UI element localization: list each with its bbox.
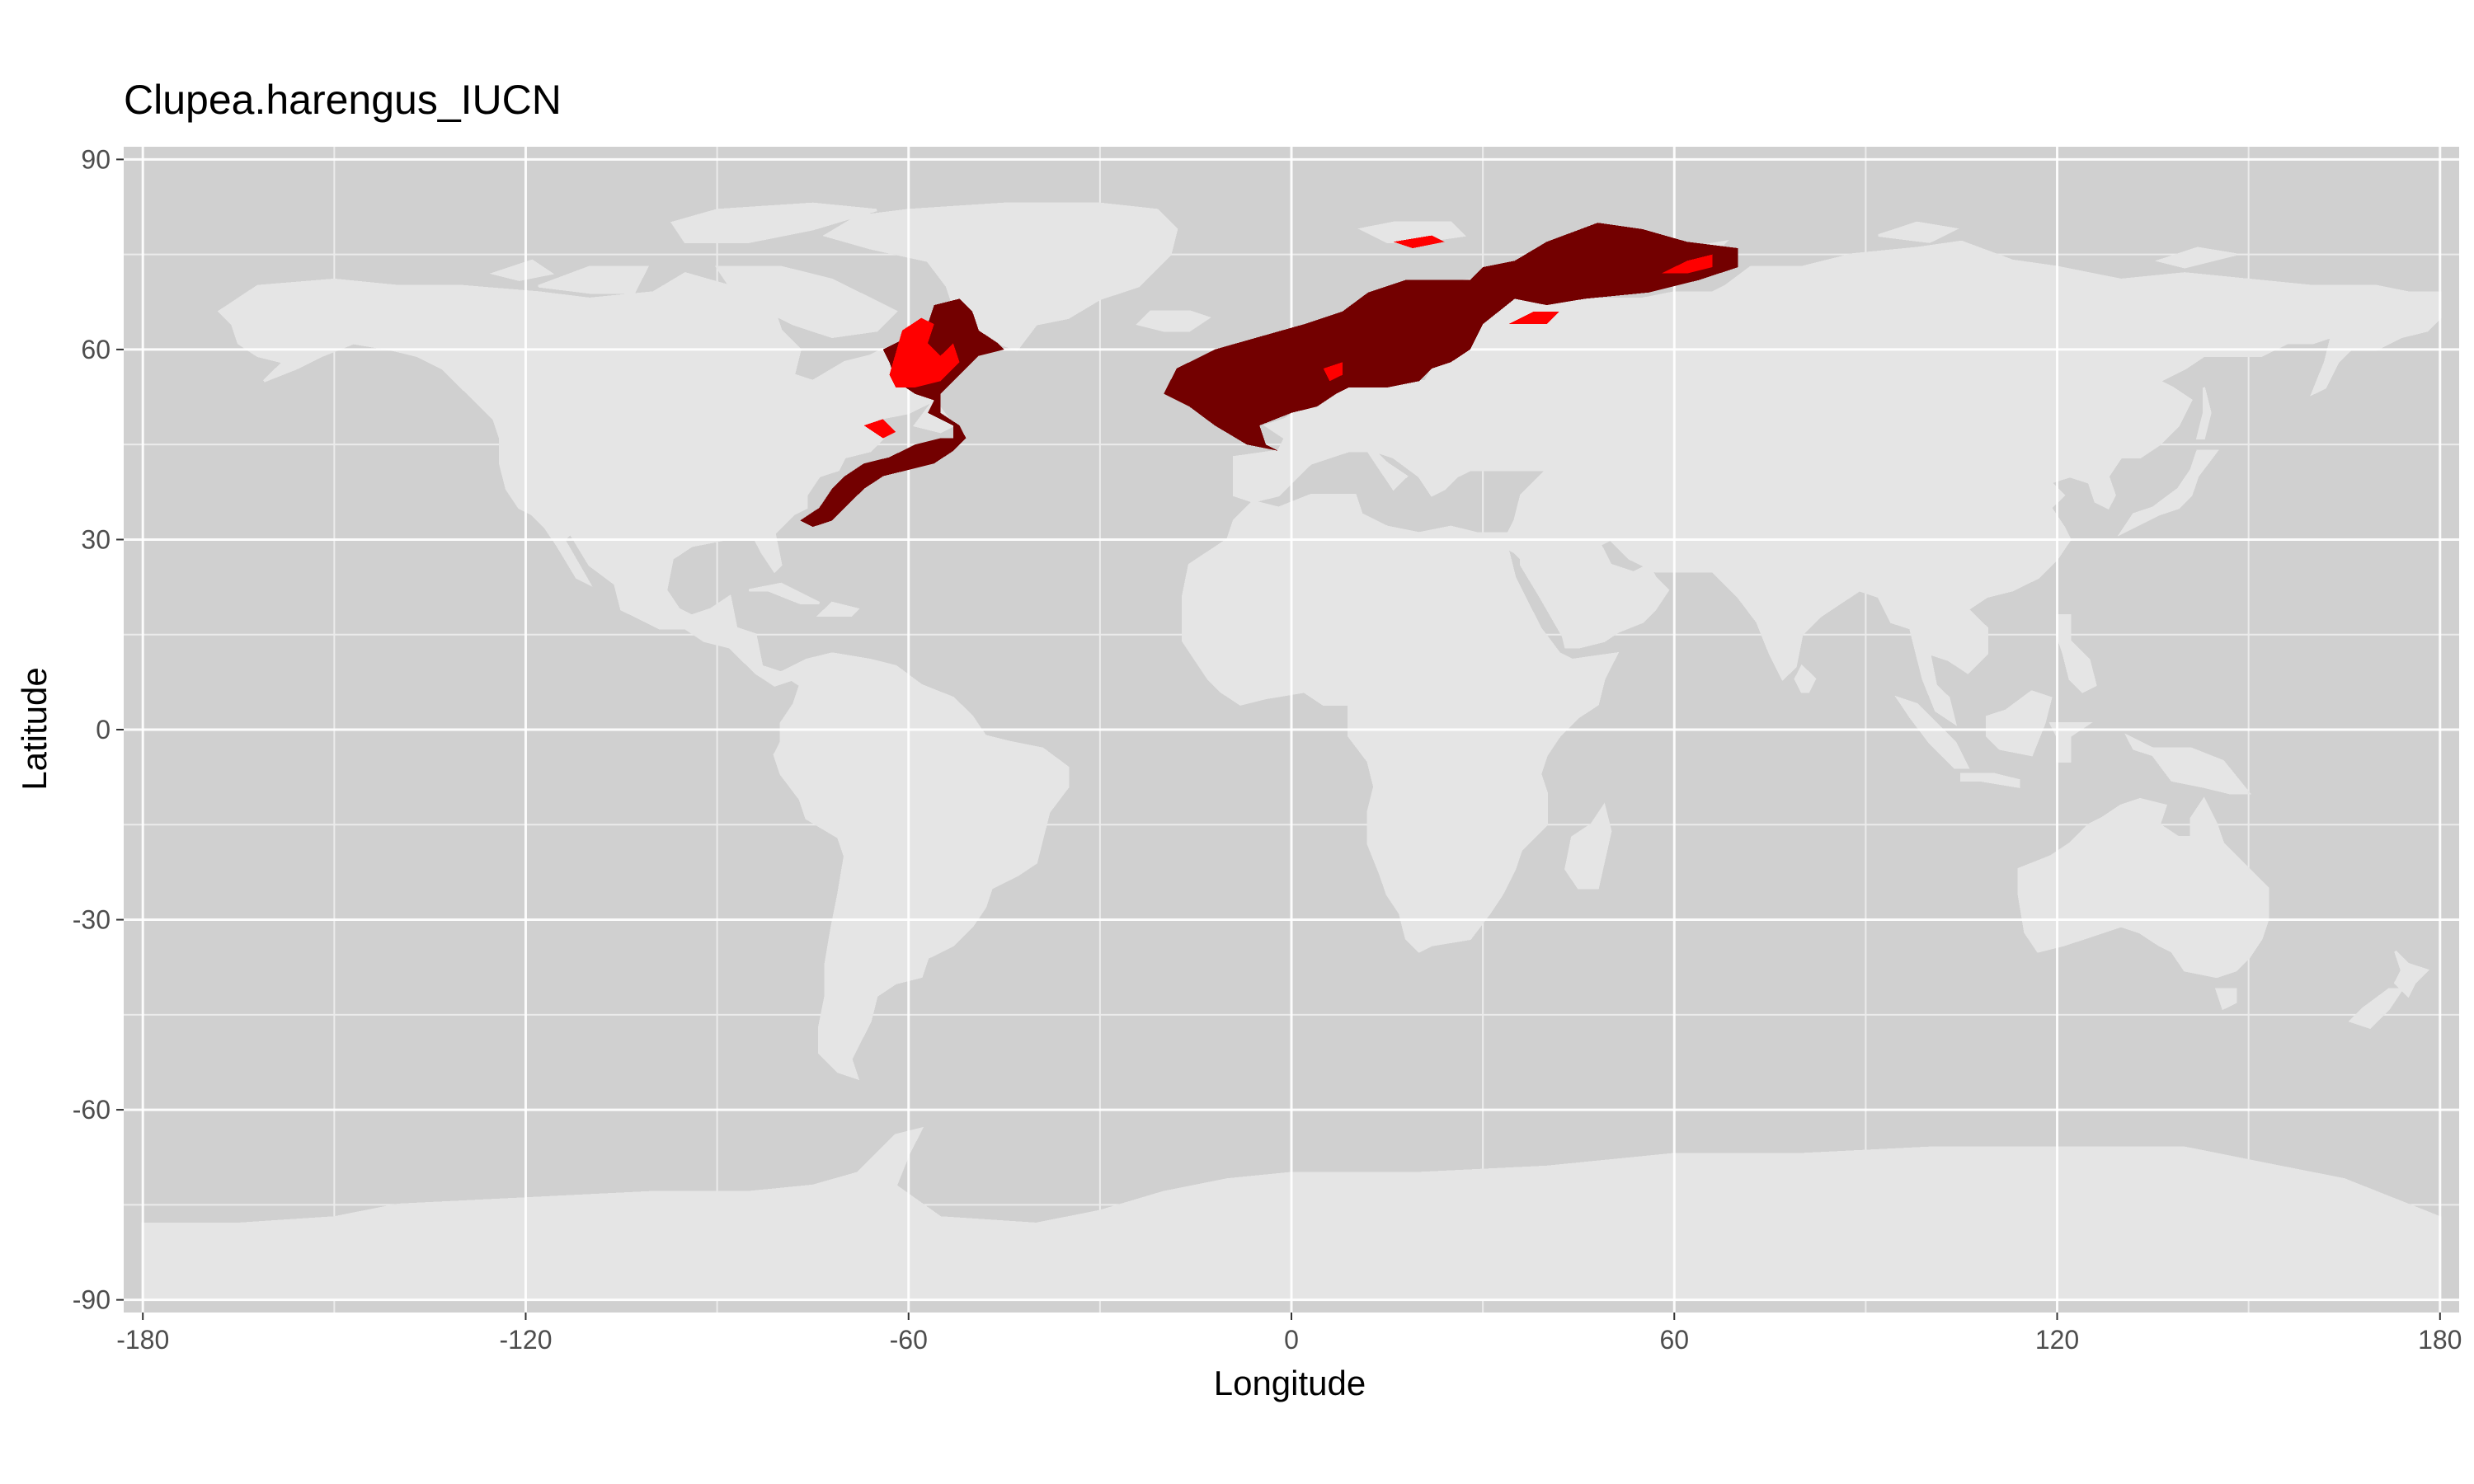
land-philippines xyxy=(2056,614,2097,693)
y-tick-label: 30 xyxy=(81,524,111,554)
plot-panel xyxy=(124,147,2459,1313)
land-banks-island xyxy=(489,259,555,281)
x-tick-label: 0 xyxy=(1284,1325,1299,1355)
land-java xyxy=(1960,773,2020,788)
y-tick-label: -60 xyxy=(73,1095,111,1125)
x-tick-label: -120 xyxy=(499,1325,552,1355)
land-severnaya-zemlya xyxy=(1878,221,1959,243)
y-tick-label: 60 xyxy=(81,335,111,364)
land-victoria-island xyxy=(538,265,649,294)
x-tick-label: 120 xyxy=(2035,1325,2079,1355)
land-ellesmere-island xyxy=(670,202,877,243)
land-sri-lanka xyxy=(1794,664,1817,693)
range-gulf-st-lawrence-red xyxy=(863,419,896,439)
land-new-zealand-south xyxy=(2348,988,2405,1029)
land-borneo xyxy=(1985,690,2053,757)
range-nw-atlantic-labrador-red xyxy=(889,317,960,387)
land-hispaniola xyxy=(816,601,860,618)
land-greenland xyxy=(822,202,1178,351)
y-tick-label: 0 xyxy=(96,715,111,744)
land-baffin-island xyxy=(714,265,898,339)
range-barents-arctic-red-patch xyxy=(1393,235,1445,248)
x-tick-label: 180 xyxy=(2418,1325,2462,1355)
land-new-siberian-islands xyxy=(2154,247,2236,269)
range-north-sea-red-edge xyxy=(1323,362,1343,382)
y-tick-label: -90 xyxy=(73,1285,111,1315)
y-tick-label: -30 xyxy=(73,905,111,935)
land-tasmania xyxy=(2214,988,2237,1011)
range-baltic-core xyxy=(1355,317,1470,387)
chart-title: Clupea.harengus_IUCN xyxy=(124,77,562,123)
land-madagascar xyxy=(1564,802,1612,890)
land-sakhalin xyxy=(2195,387,2212,439)
land-north-america xyxy=(217,272,937,687)
x-axis: -180 -120 -60 0 60 120 180 xyxy=(116,1313,2462,1355)
species-range-layer xyxy=(800,223,1738,528)
y-tick-label: 90 xyxy=(81,144,111,174)
land-new-guinea xyxy=(2124,733,2251,795)
land-australia xyxy=(2017,796,2269,979)
land-sumatra xyxy=(1894,695,1970,769)
y-axis: 90 60 30 0 -30 -60 -90 xyxy=(73,144,124,1315)
x-tick-label: 60 xyxy=(1659,1325,1689,1355)
y-axis-title: Latitude xyxy=(15,667,54,790)
x-axis-title: Longitude xyxy=(1214,1364,1366,1402)
x-tick-label: -180 xyxy=(116,1325,169,1355)
range-white-sea-red xyxy=(1508,311,1559,325)
land-new-zealand-north xyxy=(2393,950,2430,998)
land-japan xyxy=(2117,449,2220,537)
land-cuba xyxy=(749,582,821,604)
land-iceland xyxy=(1136,310,1211,332)
range-kara-sea-red-edge xyxy=(1661,254,1713,274)
range-ne-atlantic-north-sea xyxy=(1164,223,1738,451)
x-tick-label: -60 xyxy=(890,1325,928,1355)
land-svalbard xyxy=(1357,221,1467,243)
